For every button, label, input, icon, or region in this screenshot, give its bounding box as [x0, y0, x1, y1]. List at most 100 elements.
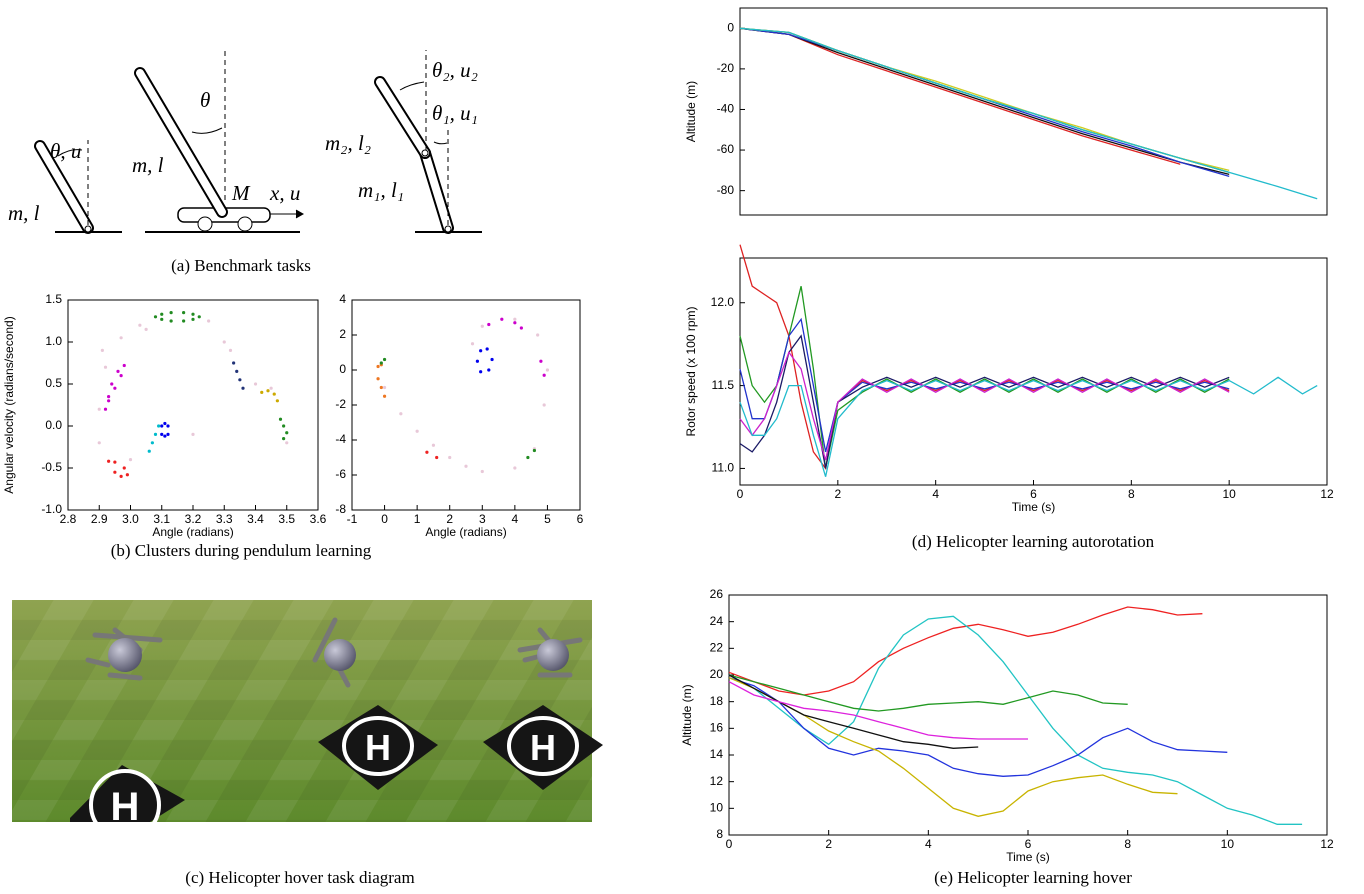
- point: [480, 469, 484, 474]
- x-axis-label: Time (s): [1006, 850, 1050, 864]
- y-tick-label: 20: [710, 667, 724, 681]
- y-tick-label: -4: [335, 432, 346, 446]
- x-axis-label: Angle (radians): [152, 525, 233, 539]
- y-tick-label: -6: [335, 467, 346, 481]
- point: [107, 395, 111, 399]
- point: [160, 312, 164, 316]
- x-tick-label: 0: [726, 837, 733, 851]
- point: [526, 455, 530, 460]
- x-tick-label: 2: [825, 837, 832, 851]
- point: [435, 455, 439, 460]
- y-tick-label: 22: [710, 641, 724, 655]
- x-tick-label: 2: [446, 512, 453, 526]
- x-tick-label: 2.8: [60, 512, 77, 526]
- y-tick-label: 0.0: [45, 418, 62, 432]
- point: [285, 431, 289, 435]
- x-tick-label: 5: [544, 512, 551, 526]
- series-line: [728, 615, 1303, 825]
- x-tick-label: 6: [577, 512, 584, 526]
- point: [153, 315, 158, 319]
- point: [160, 317, 164, 321]
- y-tick-label: 2: [339, 327, 346, 341]
- point: [157, 424, 161, 428]
- y-axis-label: Altitude (m): [684, 81, 698, 142]
- x-tick-label: -1: [347, 512, 358, 526]
- point: [272, 392, 276, 396]
- point: [536, 333, 540, 337]
- caption: (a) Benchmark tasks: [171, 256, 311, 275]
- point: [485, 347, 489, 351]
- point: [110, 382, 114, 386]
- point: [122, 363, 126, 368]
- point: [166, 432, 170, 436]
- diagram-label: m₂, l₂: [325, 131, 371, 155]
- x-tick-label: 3.5: [278, 512, 295, 526]
- point: [107, 399, 111, 403]
- y-axis-label: Altitude (m): [680, 684, 694, 745]
- point: [532, 448, 537, 453]
- point: [113, 386, 117, 390]
- x-tick-label: 2: [834, 487, 841, 501]
- x-tick-label: 6: [1030, 487, 1037, 501]
- point: [479, 370, 483, 374]
- series-line: [728, 681, 1028, 740]
- y-tick-label: 11.5: [712, 378, 735, 392]
- point: [182, 311, 186, 315]
- x-tick-label: 2.9: [91, 512, 108, 526]
- point: [191, 317, 195, 321]
- point: [119, 474, 123, 478]
- point: [475, 359, 479, 363]
- point: [103, 365, 108, 369]
- point: [282, 437, 286, 441]
- y-tick-label: -0.5: [41, 460, 62, 474]
- x-tick-label: 3.3: [216, 512, 233, 526]
- y-tick-label: 8: [716, 827, 723, 841]
- y-tick-label: 4: [339, 292, 346, 306]
- point: [379, 385, 383, 390]
- point: [119, 336, 123, 340]
- svg-text:H: H: [530, 727, 556, 768]
- point: [513, 317, 517, 321]
- point: [382, 357, 387, 362]
- point: [487, 322, 491, 327]
- x-axis-label: Angle (radians): [425, 525, 506, 539]
- point: [479, 349, 483, 353]
- point: [116, 369, 120, 373]
- point: [160, 424, 164, 428]
- point: [138, 323, 142, 327]
- diagram-label: M: [231, 181, 251, 205]
- y-tick-label: -80: [717, 183, 735, 197]
- point: [113, 460, 117, 464]
- svg-text:H: H: [111, 785, 140, 829]
- series-line: [728, 674, 979, 749]
- point: [260, 390, 264, 394]
- point: [241, 386, 245, 390]
- point: [150, 441, 154, 445]
- point: [282, 424, 286, 428]
- y-tick-label: 24: [710, 614, 724, 628]
- plot-frame: [67, 299, 319, 511]
- x-tick-label: 0: [381, 512, 388, 526]
- point: [379, 361, 383, 365]
- series-line: [739, 351, 1230, 461]
- y-tick-label: -8: [335, 502, 346, 516]
- point: [97, 441, 101, 445]
- point: [542, 403, 546, 407]
- point: [238, 378, 242, 382]
- x-tick-label: 1: [414, 512, 421, 526]
- point: [119, 374, 123, 378]
- y-tick-label: 0.5: [45, 376, 62, 390]
- point: [470, 342, 475, 346]
- y-tick-label: 26: [710, 587, 724, 601]
- x-tick-label: 0: [737, 487, 744, 501]
- point: [191, 312, 195, 316]
- point: [232, 361, 236, 365]
- caption: (b) Clusters during pendulum learning: [111, 541, 372, 560]
- y-tick-label: 18: [710, 694, 724, 708]
- point: [542, 373, 546, 377]
- point: [160, 432, 164, 436]
- series-line: [739, 376, 1318, 477]
- point: [285, 441, 289, 445]
- point: [448, 455, 452, 460]
